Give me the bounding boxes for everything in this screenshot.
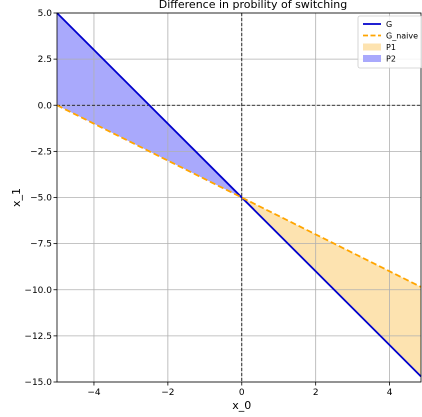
chart-title: Difference in probility of switching <box>159 0 347 11</box>
y-tick-label: −5.0 <box>30 194 52 204</box>
legend-label-p2: P2 <box>386 55 396 64</box>
legend-label-p1: P1 <box>386 43 396 52</box>
x-tick-label: 4 <box>387 388 393 398</box>
series-line-g <box>56 12 422 378</box>
y-tick-label: −12.5 <box>24 332 52 342</box>
grid-lines <box>57 12 421 383</box>
legend-swatch-p2 <box>363 55 381 62</box>
y-tick-label: 0.0 <box>38 101 53 111</box>
x-tick-label: −2 <box>161 388 174 398</box>
y-tick-label: −7.5 <box>30 240 52 250</box>
series-lines <box>56 12 422 378</box>
legend-box <box>357 15 422 69</box>
x-axis-label: x_0 <box>232 399 251 412</box>
x-tick-label: −4 <box>87 388 101 398</box>
axis-ticks: −4 −2 0 2 4 5.0 2.5 0.0 −2.5 −5.0 −7.5 −10.0 −12.5 −1… <box>24 9 392 398</box>
legend-swatch-p1 <box>363 43 381 51</box>
y-tick-label: −15.0 <box>24 378 52 388</box>
legend-label-g: G <box>386 20 392 29</box>
legend-label-g-naive: G_naive <box>386 32 418 41</box>
y-tick-label: −2.5 <box>30 147 52 157</box>
y-tick-label: 5.0 <box>38 9 53 19</box>
y-tick-label: −10.0 <box>24 286 52 296</box>
series-line-g-naive <box>56 104 422 288</box>
y-axis-label: x_1 <box>10 188 23 207</box>
x-tick-label: 0 <box>239 388 245 398</box>
x-tick-label: 2 <box>313 388 319 398</box>
reference-lines <box>57 13 421 382</box>
legend: G G_naive P1 P2 <box>357 15 422 69</box>
y-tick-label: 2.5 <box>38 55 52 65</box>
